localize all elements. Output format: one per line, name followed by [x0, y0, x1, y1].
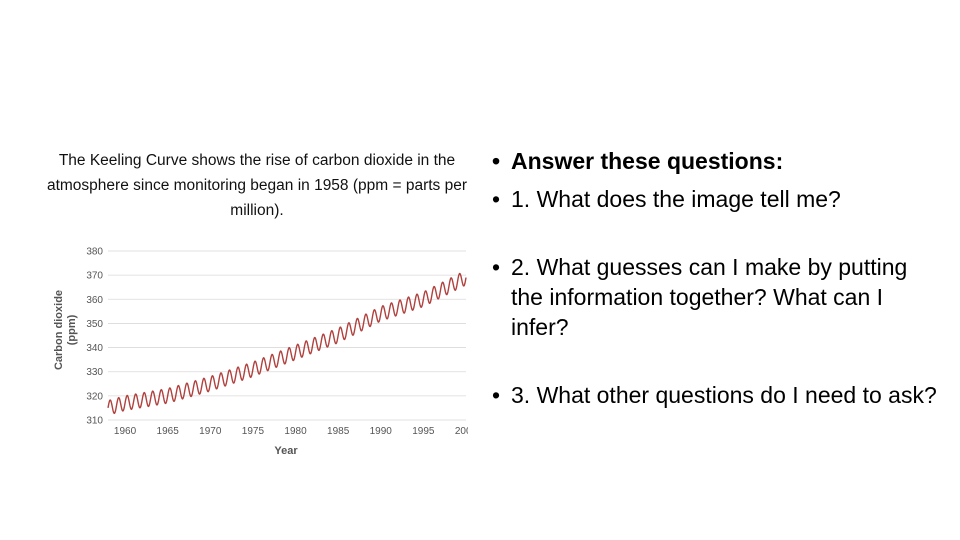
- bullet-question-2: • 2. What guesses can I make by putting …: [492, 252, 942, 342]
- y-tick-label: 380: [86, 247, 103, 258]
- x-tick-label: 1960: [114, 426, 137, 437]
- bullet-text: 2. What guesses can I make by putting th…: [511, 254, 908, 340]
- y-tick-labels: 310 320 330 340 350 360 370 380: [86, 247, 103, 427]
- y-tick-label: 330: [86, 367, 103, 378]
- x-tick-label: 1990: [370, 426, 393, 437]
- bullet-dot: •: [492, 148, 501, 174]
- chart-caption: The Keeling Curve shows the rise of carb…: [46, 152, 468, 219]
- y-axis-unit: (ppm): [66, 314, 78, 345]
- bullet-question-1: • 1. What does the image tell me?: [492, 184, 942, 214]
- x-tick-label: 1995: [412, 426, 435, 437]
- grid-lines: [108, 250, 466, 421]
- co2-series-line: [107, 272, 467, 415]
- bullet-dot: •: [492, 382, 501, 408]
- bullet-question-3: • 3. What other questions do I need to a…: [492, 380, 942, 410]
- question-list: • Answer these questions: • 1. What does…: [492, 146, 942, 410]
- x-tick-label: 1975: [242, 426, 265, 437]
- bullet-dot: •: [492, 186, 501, 212]
- y-tick-label: 360: [86, 295, 103, 306]
- x-axis-title: Year: [274, 445, 298, 457]
- bullet-heading: • Answer these questions:: [492, 146, 942, 176]
- x-tick-label: 1980: [284, 426, 307, 437]
- bullet-dot: •: [492, 254, 501, 280]
- y-tick-label: 320: [86, 391, 103, 402]
- bullet-text: 1. What does the image tell me?: [511, 186, 841, 212]
- y-tick-label: 310: [86, 416, 103, 427]
- x-tick-label: 1965: [157, 426, 180, 437]
- keeling-curve-chart: 310 320 330 340 350 360 370 380 1960 1965 1970 197…: [53, 247, 468, 458]
- bullet-text: 3. What other questions do I need to ask…: [511, 382, 937, 408]
- y-tick-label: 370: [86, 271, 103, 282]
- y-tick-label: 340: [86, 343, 103, 354]
- y-tick-label: 350: [86, 319, 103, 330]
- y-axis-title: Carbon dioxide: [53, 290, 65, 370]
- x-tick-label: 1970: [199, 426, 222, 437]
- x-tick-label: 2000: [455, 426, 468, 437]
- x-tick-label: 1985: [327, 426, 350, 437]
- x-tick-labels: 1960 1965 1970 1975 1980 1985 1990 1995 2000: [114, 426, 468, 437]
- bullet-text: Answer these questions:: [511, 148, 784, 174]
